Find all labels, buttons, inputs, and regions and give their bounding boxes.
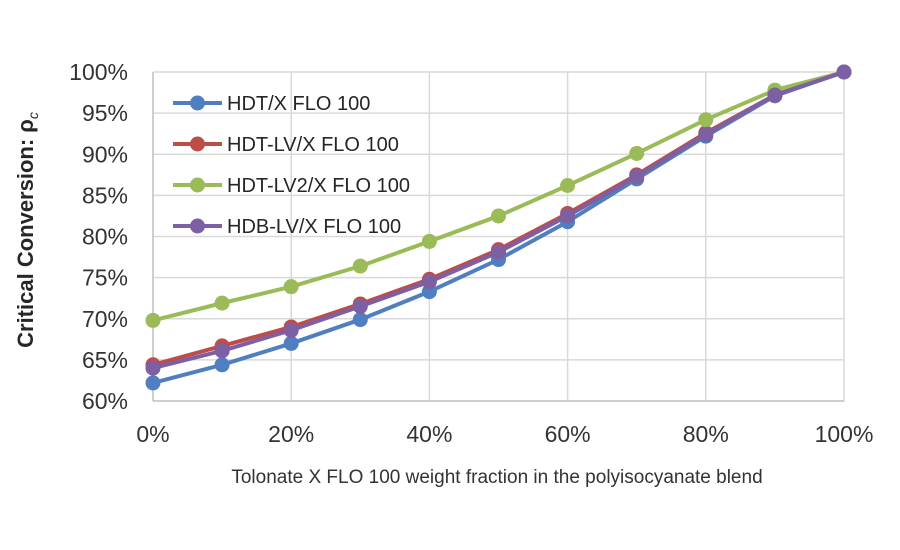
x-tick-label: 100%: [815, 421, 874, 447]
data-point: [698, 112, 714, 128]
data-point: [629, 145, 645, 161]
series-hdb-lv-x-flo-100: [145, 64, 852, 376]
legend-label: HDT-LV/X FLO 100: [227, 134, 399, 156]
x-tick-label: 20%: [268, 421, 314, 447]
data-point: [767, 87, 783, 103]
y-axis-label: Critical Conversion: ρc: [13, 112, 41, 348]
y-tick-label: 100%: [69, 59, 128, 85]
axes: [152, 72, 844, 402]
data-point: [629, 168, 645, 184]
legend: HDT/X FLO 100 HDT-LV/X FLO 100 HDT-LV2/X F…: [173, 93, 410, 238]
legend-dot-marker: [190, 95, 205, 111]
y-tick-labels: 60% 65% 70% 75% 80% 85% 90% 95% 100%: [69, 59, 128, 414]
data-point: [491, 208, 506, 224]
data-point: [214, 343, 230, 359]
data-point: [352, 312, 368, 328]
data-point: [283, 279, 299, 295]
legend-label: HDT-LV2/X FLO 100: [227, 175, 410, 197]
legend-item: HDT-LV2/X FLO 100: [173, 175, 410, 197]
y-tick-label: 70%: [82, 306, 128, 332]
y-tick-label: 65%: [82, 347, 128, 373]
x-tick-label: 80%: [683, 421, 729, 447]
x-tick-labels: 0% 20% 40% 60% 80% 100%: [136, 421, 873, 447]
x-tick-label: 60%: [545, 421, 591, 447]
legend-label: HDT/X FLO 100: [227, 93, 370, 115]
legend-dot-marker: [190, 218, 205, 234]
data-point: [145, 312, 161, 328]
data-point: [836, 64, 852, 80]
x-tick-label: 0%: [136, 421, 169, 447]
data-point: [145, 375, 161, 391]
y-tick-label: 85%: [82, 182, 128, 208]
y-tick-label: 95%: [82, 100, 128, 126]
y-axis-label-subscript: c: [25, 112, 41, 119]
data-point: [421, 233, 437, 249]
data-point: [283, 322, 299, 338]
data-point: [283, 335, 299, 351]
data-point: [421, 274, 437, 290]
data-point: [214, 295, 230, 311]
y-axis-label-group: Critical Conversion: ρc: [13, 112, 41, 348]
y-tick-label: 60%: [82, 388, 128, 414]
legend-item: HDT-LV/X FLO 100: [173, 134, 399, 156]
legend-dot-marker: [190, 177, 205, 193]
legend-label: HDB-LV/X FLO 100: [227, 216, 401, 238]
data-point: [491, 244, 506, 260]
data-point: [560, 178, 576, 194]
series-lines: [145, 64, 852, 391]
legend-item: HDB-LV/X FLO 100: [173, 216, 401, 238]
x-tick-label: 40%: [406, 421, 452, 447]
y-tick-label: 90%: [82, 141, 128, 167]
data-point: [698, 127, 714, 143]
x-axis-label: Tolonate X FLO 100 weight fraction in th…: [231, 467, 762, 488]
data-point: [145, 360, 161, 376]
legend-dot-marker: [190, 136, 205, 152]
data-point: [214, 357, 230, 373]
legend-item: HDT/X FLO 100: [173, 93, 370, 115]
data-point: [560, 208, 576, 224]
data-point: [352, 258, 368, 274]
y-tick-label: 75%: [82, 265, 128, 291]
y-axis-label-main: Critical Conversion: ρ: [13, 119, 38, 348]
data-point: [352, 298, 368, 314]
y-tick-label: 80%: [82, 224, 128, 250]
